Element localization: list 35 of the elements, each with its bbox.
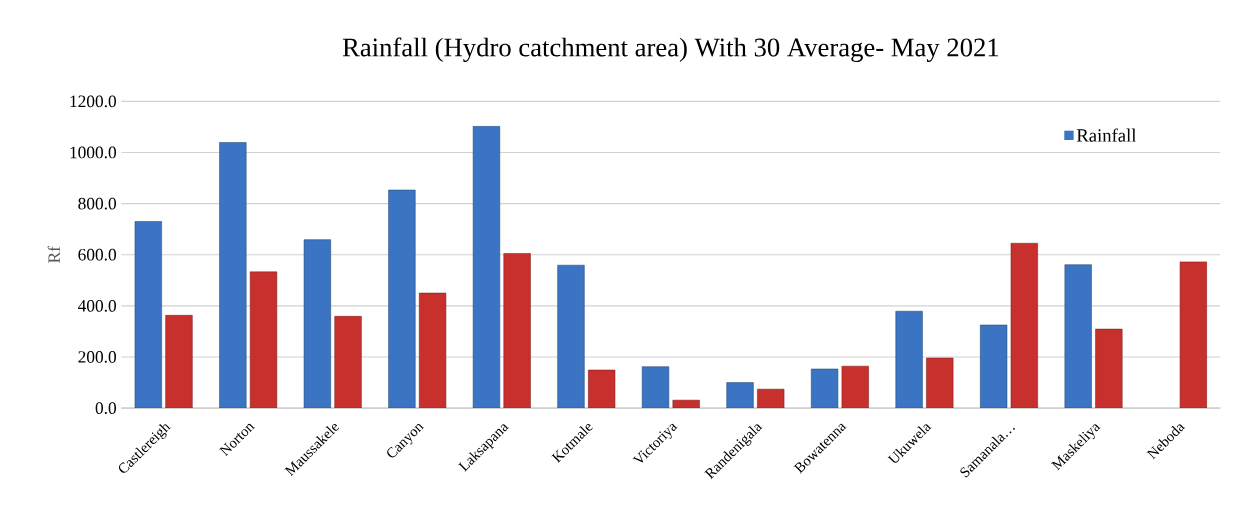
bar xyxy=(588,369,616,409)
bar xyxy=(249,271,278,409)
bar xyxy=(726,382,754,409)
bar xyxy=(134,221,162,409)
bar xyxy=(895,311,923,409)
bar xyxy=(810,368,839,409)
bar xyxy=(1064,264,1092,409)
bar xyxy=(841,366,869,409)
bar xyxy=(165,315,193,409)
bar xyxy=(503,253,531,409)
legend-label: Rainfall xyxy=(1076,128,1137,142)
bar xyxy=(472,125,501,409)
bar xyxy=(641,366,670,409)
bar xyxy=(980,324,1008,409)
y-tick-label: 1200.0 xyxy=(70,95,117,108)
bar xyxy=(1010,243,1038,409)
bar xyxy=(418,292,447,409)
chart-title: Rainfall (Hydro catchment area) With 30 Average- May 2021 xyxy=(342,37,999,63)
bar xyxy=(672,400,700,409)
bar xyxy=(388,189,416,409)
bar xyxy=(303,239,331,409)
y-tick-label: 0.0 xyxy=(95,402,117,415)
bar xyxy=(334,316,362,409)
bar xyxy=(1095,328,1123,409)
bar xyxy=(757,389,785,409)
bar xyxy=(1179,261,1207,409)
bar xyxy=(219,142,247,409)
y-tick-label: 800.0 xyxy=(78,197,117,210)
y-tick-label: 200.0 xyxy=(78,351,117,363)
y-tick-label: 600.0 xyxy=(78,248,117,261)
y-tick-label: 400.0 xyxy=(77,300,117,312)
y-axis-title: Rf xyxy=(47,246,60,263)
bar xyxy=(926,357,954,409)
y-tick-label: 1000.0 xyxy=(70,146,117,159)
bar xyxy=(557,265,585,409)
